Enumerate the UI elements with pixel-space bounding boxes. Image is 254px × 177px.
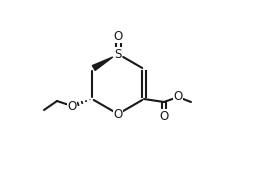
Text: O: O [67, 99, 77, 113]
Text: O: O [113, 107, 123, 121]
Text: O: O [173, 90, 183, 104]
Text: S: S [114, 47, 122, 61]
Text: O: O [113, 30, 123, 42]
Text: O: O [159, 110, 169, 122]
Polygon shape [92, 57, 113, 70]
